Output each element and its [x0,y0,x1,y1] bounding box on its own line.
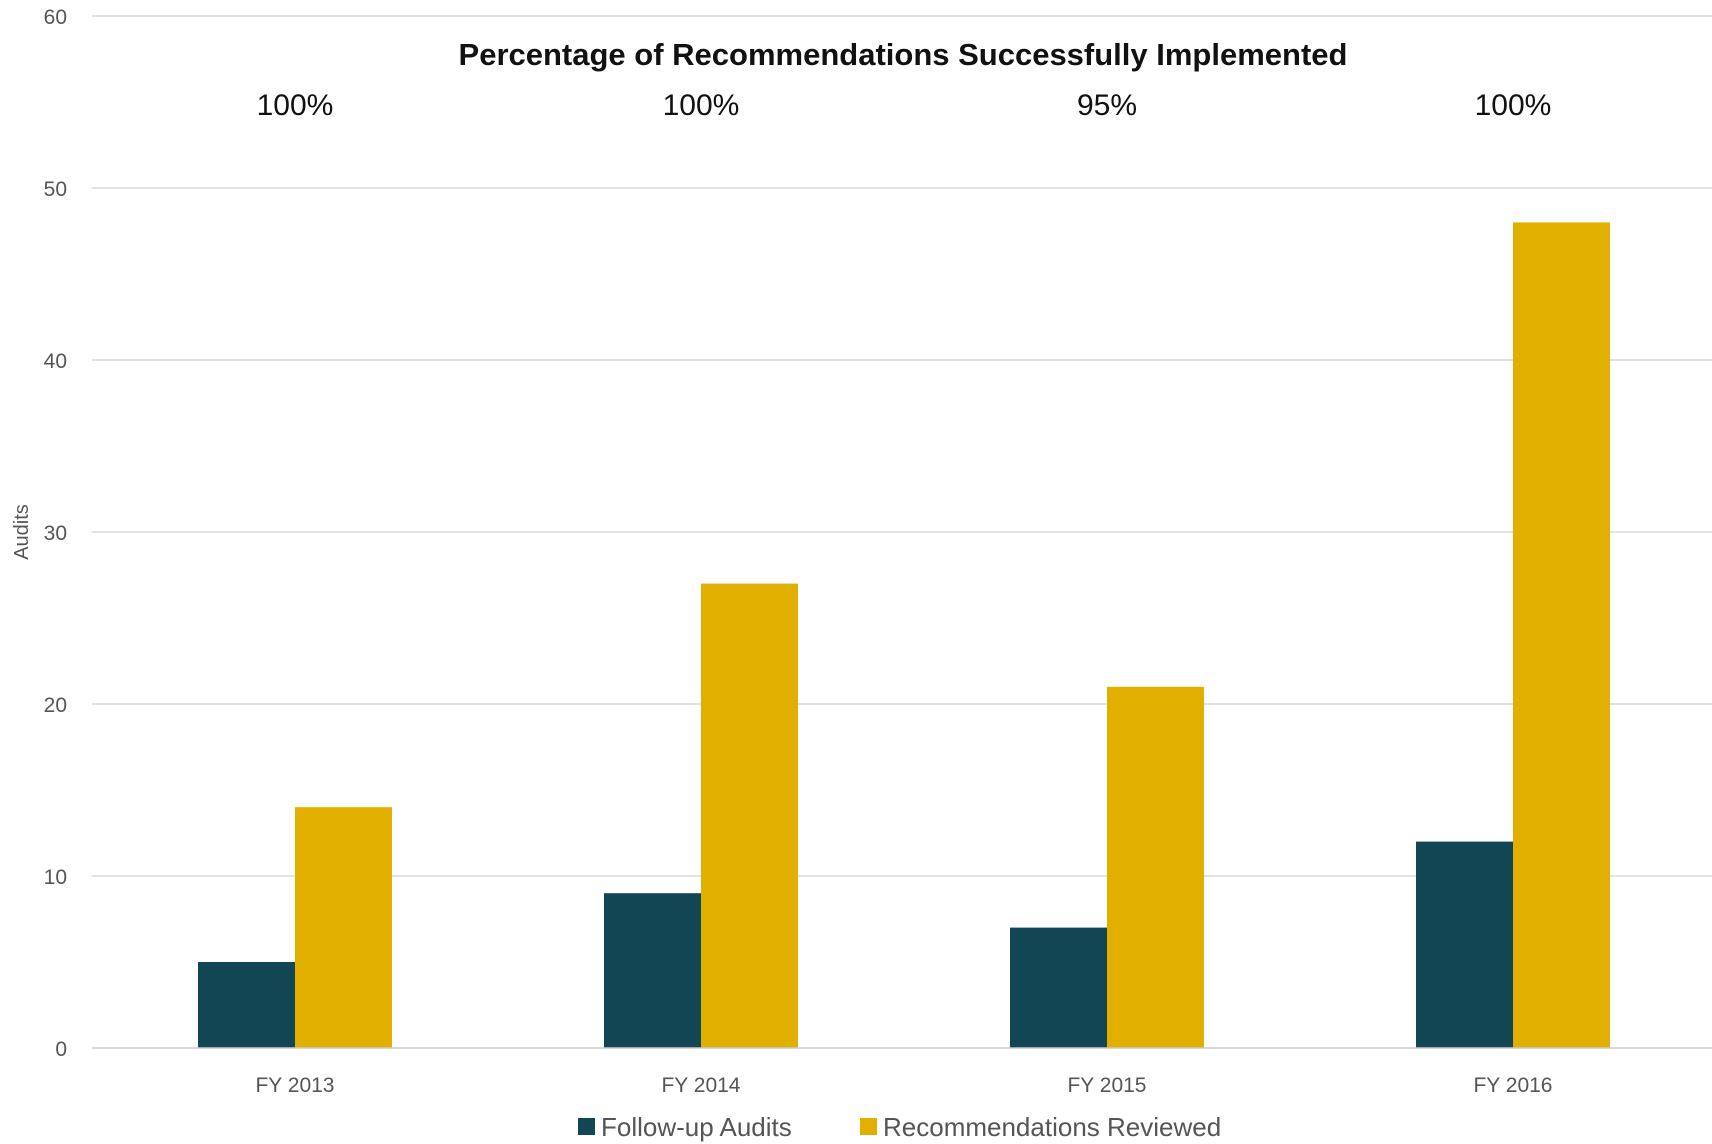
y-tick-label: 30 [44,522,67,545]
percentage-label: 100% [257,89,334,122]
legend: Follow-up Audits Recommendations Reviewed [578,1112,1221,1142]
legend-label: Recommendations Reviewed [883,1112,1221,1142]
gridlines [92,15,1712,877]
x-axis-ticks: FY 2013 FY 2014 FY 2015 FY 2016 [255,1074,1552,1097]
bar-follow-up-audits [1010,927,1107,1048]
percentage-label: 100% [663,89,740,122]
y-tick-label: 40 [44,350,67,373]
x-tick-label: FY 2016 [1473,1074,1552,1097]
bar-recommendations-reviewed [1513,222,1610,1048]
y-tick-label: 60 [44,6,67,29]
bar-follow-up-audits [604,893,701,1048]
percentage-label: 95% [1077,89,1137,122]
x-tick-label: FY 2015 [1067,1074,1146,1097]
x-tick-label: FY 2013 [255,1074,334,1097]
percentage-label: 100% [1475,89,1552,122]
y-tick-label: 20 [44,694,67,717]
y-axis-ticks: 0 10 20 30 40 50 60 [44,6,67,1061]
y-tick-label: 50 [44,178,67,201]
bar-recommendations-reviewed [295,807,392,1048]
x-tick-label: FY 2014 [661,1074,740,1097]
chart-title: Percentage of Recommendations Successful… [459,37,1348,72]
bar-follow-up-audits [1416,841,1513,1048]
bars [198,222,1610,1048]
legend-label: Follow-up Audits [601,1112,792,1142]
bar-recommendations-reviewed [1107,686,1204,1048]
y-axis-label: Audits [11,504,33,560]
legend-swatch [578,1118,595,1135]
bar-follow-up-audits [198,962,295,1048]
y-tick-label: 10 [44,866,67,889]
percentage-annotations: 100% 100% 95% 100% [257,89,1552,122]
legend-swatch [860,1118,877,1135]
bar-recommendations-reviewed [701,583,798,1048]
y-tick-label: 0 [55,1038,67,1061]
